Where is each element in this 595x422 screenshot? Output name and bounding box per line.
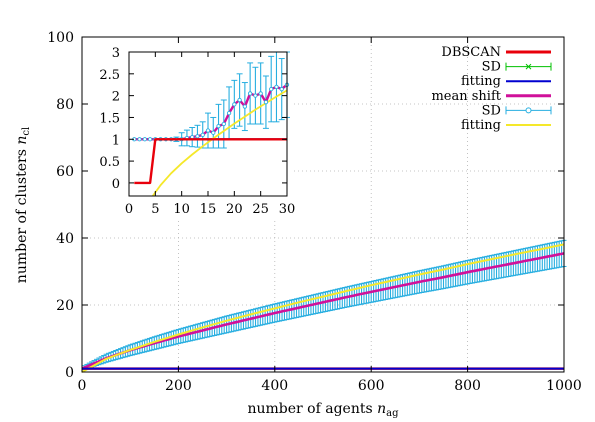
y-tick-label: 40 — [56, 231, 74, 247]
inset-mean-shift-marker — [226, 110, 232, 116]
y-tick-label: 20 — [56, 298, 74, 314]
x-tick-label: 400 — [261, 378, 288, 394]
inset-mean-shift-marker — [142, 137, 147, 142]
inset-x-tick-label: 20 — [226, 202, 243, 217]
y-tick-label: 60 — [56, 164, 74, 180]
y-tick-label: 100 — [47, 30, 74, 46]
x-tick-label: 1000 — [546, 378, 582, 394]
inset-mean-shift-marker — [279, 86, 284, 92]
main-series — [81, 239, 567, 373]
x-tick-label: 800 — [454, 378, 481, 394]
inset-mean-shift-marker — [216, 124, 221, 129]
inset-mean-shift-marker — [200, 132, 205, 138]
inset-x-tick-label: 0 — [125, 202, 133, 217]
inset-x-tick-label: 30 — [279, 202, 296, 217]
y-tick-label: 80 — [56, 97, 74, 113]
inset-mean-shift-marker — [258, 91, 263, 96]
inset-mean-shift-marker — [247, 91, 253, 96]
legend-marker-circle — [525, 107, 532, 114]
inset-mean-shift-marker — [195, 134, 200, 139]
inset-mean-shift-marker — [232, 102, 237, 107]
inset-mean-shift-marker — [221, 121, 226, 127]
legend-marker-x — [525, 63, 532, 70]
inset-mean-shift-marker — [269, 86, 274, 92]
fitting-line-yellow — [81, 243, 565, 373]
inset-mean-shift-marker — [242, 104, 248, 109]
inset-x-tick-label: 5 — [151, 202, 159, 217]
legend-label: SD — [482, 103, 501, 118]
inset-y-tick-label: 1 — [112, 133, 120, 148]
x-tick-label: 600 — [358, 378, 385, 394]
inset-mean-shift-marker — [263, 100, 269, 105]
x-tick-label: 0 — [78, 378, 87, 394]
legend-label: SD — [482, 60, 501, 75]
inset-y-tick-label: 2 — [112, 90, 120, 105]
y-axis-title: number of clusters ncl — [14, 127, 32, 283]
inset-mean-shift-marker — [274, 84, 279, 90]
legend-label: fitting — [461, 118, 501, 133]
legend-label: mean shift — [431, 89, 501, 104]
inset-mean-shift-marker — [137, 137, 142, 142]
inset-background — [88, 40, 294, 218]
inset-y-tick-label: 0 — [112, 177, 120, 192]
inset-y-tick-label: 1.5 — [99, 111, 120, 126]
x-axis-title: number of agents nag — [247, 401, 399, 419]
inset-series — [132, 51, 290, 197]
inset-mean-shift-marker — [205, 128, 211, 133]
inset-y-tick-label: 2.5 — [99, 68, 120, 83]
inset-mean-shift-marker — [237, 97, 242, 103]
inset-dbscan-line — [134, 138, 287, 185]
inset-x-tick-label: 15 — [200, 202, 217, 217]
mean-shift-line — [81, 252, 565, 370]
inset-mean-shift-marker — [253, 93, 258, 98]
inset-y-tick-label: 3 — [112, 46, 120, 61]
inset-mean-shift-marker — [147, 137, 153, 142]
inset-mean-shift-marker — [211, 130, 216, 135]
legend-label: DBSCAN — [441, 45, 501, 60]
y-tick-label: 0 — [65, 365, 74, 381]
inset-fitting-yellow — [151, 89, 288, 197]
legend-label: fitting — [461, 74, 501, 89]
x-tick-label: 200 — [165, 378, 192, 394]
inset-x-tick-label: 10 — [173, 202, 190, 217]
inset-x-tick-label: 25 — [252, 202, 269, 217]
inset-y-tick-label: 0.5 — [99, 155, 120, 170]
main-plot-frame — [81, 36, 565, 373]
inset-panel: 00.511.522.530 5 10 15 20 25 30 — [88, 40, 295, 218]
